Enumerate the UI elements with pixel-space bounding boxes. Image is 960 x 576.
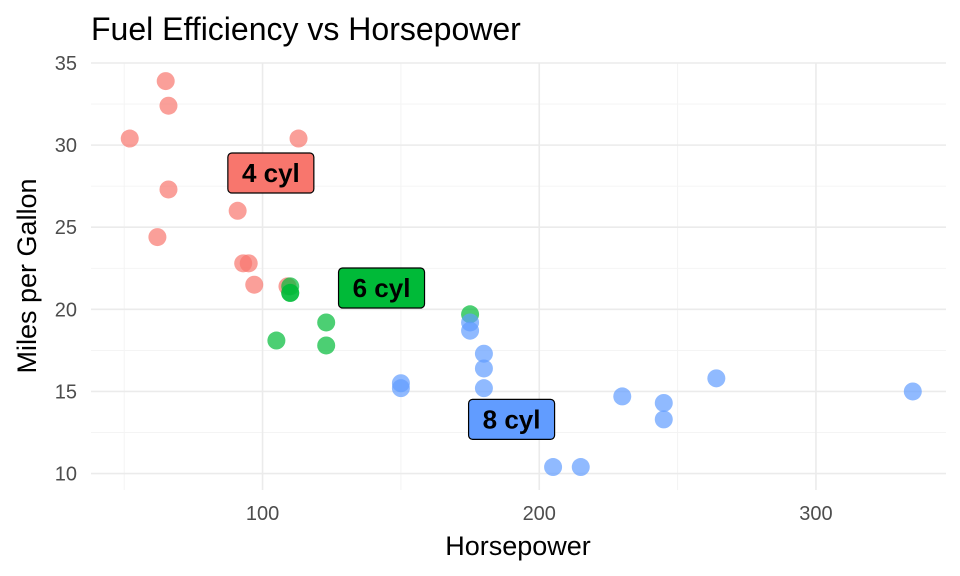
data-point-6-cyl bbox=[267, 331, 286, 350]
data-point-8-cyl bbox=[571, 458, 590, 477]
grid bbox=[91, 62, 946, 490]
group-labels: 4 cyl 6 cyl 8 cyl bbox=[227, 152, 556, 440]
group-label-8-cyl: 8 cyl bbox=[467, 398, 556, 440]
group-label-box bbox=[337, 267, 426, 309]
data-point-4-cyl bbox=[159, 180, 178, 199]
data-point-8-cyl bbox=[613, 387, 632, 406]
data-point-4-cyl bbox=[148, 228, 167, 247]
data-point-4-cyl bbox=[245, 275, 264, 294]
group-label-4-cyl: 4 cyl bbox=[227, 152, 315, 194]
data-point-8-cyl bbox=[544, 458, 563, 477]
group-label-box bbox=[467, 398, 556, 440]
data-point-8-cyl bbox=[654, 410, 673, 429]
data-point-4-cyl bbox=[120, 129, 139, 148]
data-point-6-cyl bbox=[317, 313, 336, 332]
group-label-box bbox=[227, 152, 315, 194]
data-point-8-cyl bbox=[474, 344, 493, 363]
group-label-text: 6 cyl bbox=[353, 273, 411, 303]
data-point-8-cyl bbox=[461, 313, 480, 332]
x-axis-ticks: 100 200 300 bbox=[246, 503, 833, 525]
data-point-6-cyl bbox=[281, 277, 300, 296]
x-tick-label: 300 bbox=[799, 503, 832, 525]
data-point-8-cyl bbox=[474, 379, 493, 398]
data-point-4-cyl bbox=[289, 129, 308, 148]
x-tick-label: 200 bbox=[523, 503, 556, 525]
data-point-8-cyl bbox=[391, 379, 410, 398]
y-tick-label: 30 bbox=[55, 135, 77, 157]
data-point-8-cyl bbox=[474, 359, 493, 378]
data-point-4-cyl bbox=[228, 201, 247, 220]
chart-title: Fuel Efficiency vs Horsepower bbox=[91, 11, 521, 47]
data-point-6-cyl bbox=[317, 336, 336, 355]
group-label-6-cyl: 6 cyl bbox=[337, 267, 426, 309]
y-tick-label: 35 bbox=[55, 53, 77, 75]
data-points bbox=[120, 72, 922, 477]
y-axis-title: Miles per Gallon bbox=[12, 178, 42, 373]
x-axis-title: Horsepower bbox=[445, 531, 591, 561]
y-tick-label: 15 bbox=[55, 381, 77, 403]
data-point-4-cyl bbox=[159, 96, 178, 115]
group-label-text: 8 cyl bbox=[483, 404, 541, 434]
y-tick-label: 10 bbox=[55, 464, 77, 486]
data-point-8-cyl bbox=[903, 382, 922, 401]
data-point-8-cyl bbox=[654, 393, 673, 412]
data-point-8-cyl bbox=[707, 369, 726, 388]
x-tick-label: 100 bbox=[246, 503, 279, 525]
group-label-text: 4 cyl bbox=[242, 158, 300, 188]
y-axis-ticks: 10 15 20 25 30 35 bbox=[55, 53, 77, 486]
y-tick-label: 25 bbox=[55, 217, 77, 239]
y-tick-label: 20 bbox=[55, 299, 77, 321]
data-point-4-cyl bbox=[239, 254, 258, 273]
data-point-4-cyl bbox=[156, 72, 175, 91]
